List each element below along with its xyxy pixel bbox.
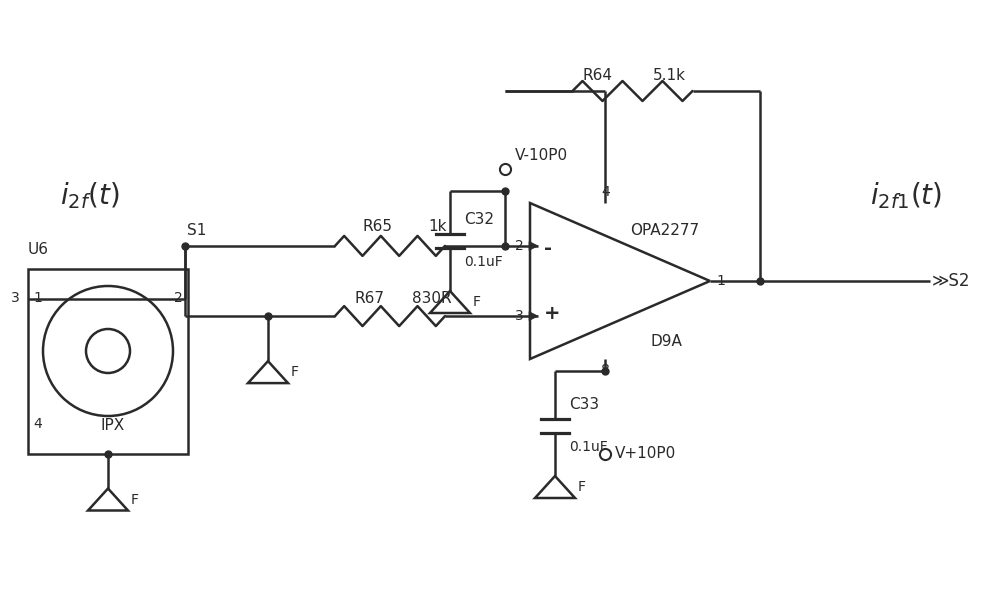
Text: 0.1uF: 0.1uF [464,255,503,269]
Text: 4: 4 [33,417,42,430]
Text: F: F [473,295,481,309]
Text: F: F [578,480,586,494]
Text: C32: C32 [464,212,494,227]
Text: 1: 1 [33,291,42,306]
Text: $i_{2f}(t)$: $i_{2f}(t)$ [60,181,120,212]
Text: 5.1k: 5.1k [652,68,686,83]
Text: -: - [544,239,552,258]
Text: F: F [131,492,139,506]
Text: F: F [291,365,299,379]
Polygon shape [529,241,538,251]
Text: 3: 3 [11,291,20,306]
Text: 8: 8 [601,363,610,377]
Text: 0.1uF: 0.1uF [569,440,608,454]
Text: OPA2277: OPA2277 [630,223,699,238]
Text: 830R: 830R [412,291,452,306]
Text: R64: R64 [582,68,612,83]
Text: 3: 3 [515,309,524,323]
Text: V-10P0: V-10P0 [515,148,568,163]
Bar [28,268,188,453]
Text: D9A: D9A [650,333,682,349]
Text: U6: U6 [28,242,49,256]
Text: 1k: 1k [428,219,446,234]
Polygon shape [529,311,538,320]
Text: V+10P0: V+10P0 [615,446,676,462]
Text: S1: S1 [187,223,206,238]
Text: 1: 1 [716,274,725,288]
Text: +: + [544,304,560,323]
Text: 2: 2 [174,291,183,306]
Text: R67: R67 [355,291,385,306]
Text: 4: 4 [601,185,610,199]
Text: ≫S2: ≫S2 [932,272,970,290]
Text: $i_{2f1}(t)$: $i_{2f1}(t)$ [870,181,942,212]
Text: IPX: IPX [101,418,125,434]
Text: R65: R65 [362,219,392,234]
Text: 2: 2 [515,239,524,253]
Text: C33: C33 [569,397,599,412]
